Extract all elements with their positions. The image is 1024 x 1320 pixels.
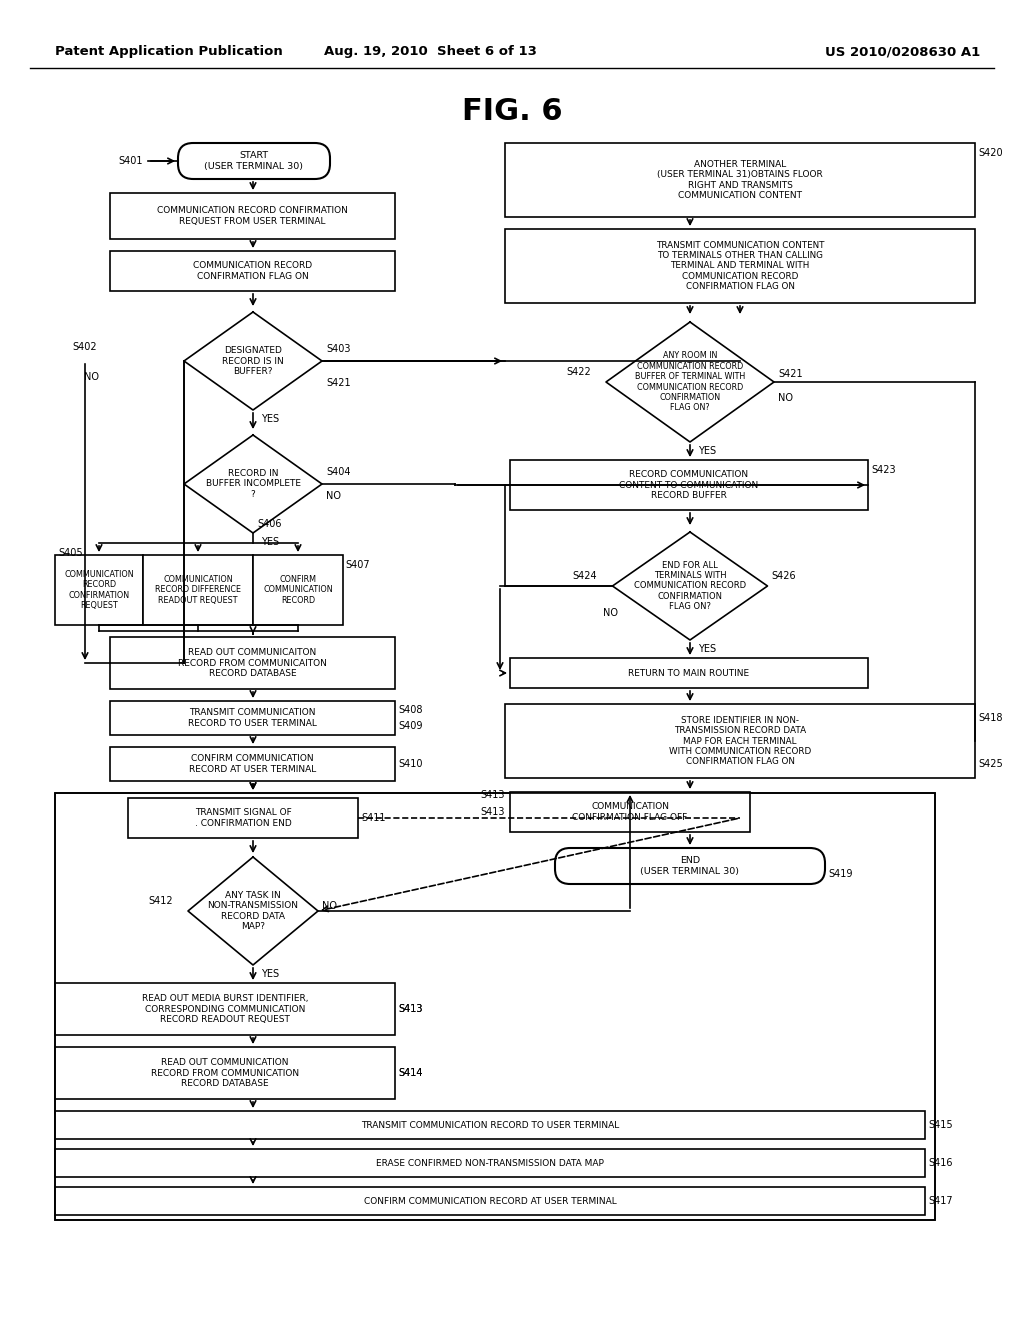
Text: S412: S412 (148, 896, 173, 906)
Text: TRANSMIT COMMUNICATION RECORD TO USER TERMINAL: TRANSMIT COMMUNICATION RECORD TO USER TE… (360, 1121, 620, 1130)
Text: TRANSMIT COMMUNICATION
RECORD TO USER TERMINAL: TRANSMIT COMMUNICATION RECORD TO USER TE… (188, 709, 317, 727)
Text: S413: S413 (398, 1005, 423, 1014)
Bar (110, 701, 395, 735)
Text: ANY ROOM IN
COMMUNICATION RECORD
BUFFER OF TERMINAL WITH
COMMUNICATION RECORD
CO: ANY ROOM IN COMMUNICATION RECORD BUFFER … (635, 351, 745, 412)
Text: READ OUT MEDIA BURST IDENTIFIER,
CORRESPONDING COMMUNICATION
RECORD READOUT REQU: READ OUT MEDIA BURST IDENTIFIER, CORRESP… (141, 994, 308, 1024)
Bar (55, 793, 935, 1220)
Text: S421: S421 (778, 370, 803, 379)
Bar (55, 1187, 925, 1214)
Text: S421: S421 (326, 378, 350, 388)
Text: Patent Application Publication: Patent Application Publication (55, 45, 283, 58)
Bar (110, 638, 395, 689)
Text: START
(USER TERMINAL 30): START (USER TERMINAL 30) (205, 152, 303, 170)
Text: NO: NO (326, 491, 341, 502)
Text: TRANSMIT COMMUNICATION CONTENT
TO TERMINALS OTHER THAN CALLING
TERMINAL AND TERM: TRANSMIT COMMUNICATION CONTENT TO TERMIN… (655, 240, 824, 292)
Text: STORE IDENTIFIER IN NON-
TRANSMISSION RECORD DATA
MAP FOR EACH TERMINAL
WITH COM: STORE IDENTIFIER IN NON- TRANSMISSION RE… (669, 715, 811, 767)
Text: S417: S417 (928, 1196, 952, 1206)
Text: NO: NO (84, 372, 99, 381)
Text: RECORD IN
BUFFER INCOMPLETE
?: RECORD IN BUFFER INCOMPLETE ? (206, 469, 300, 499)
Bar (110, 747, 395, 781)
Text: YES: YES (261, 537, 280, 546)
Text: S411: S411 (361, 813, 385, 822)
Text: TRANSMIT SIGNAL OF
. CONFIRMATION END: TRANSMIT SIGNAL OF . CONFIRMATION END (195, 808, 292, 828)
Bar (510, 459, 868, 510)
Text: END
(USER TERMINAL 30): END (USER TERMINAL 30) (640, 857, 739, 875)
FancyBboxPatch shape (178, 143, 330, 180)
Bar (55, 1111, 925, 1139)
Text: S413: S413 (480, 789, 505, 800)
Text: NO: NO (322, 902, 337, 911)
Bar (505, 228, 975, 304)
Text: ANOTHER TERMINAL
(USER TERMINAL 31)OBTAINS FLOOR
RIGHT AND TRANSMITS
COMMUNICATI: ANOTHER TERMINAL (USER TERMINAL 31)OBTAI… (657, 160, 823, 201)
Bar (110, 251, 395, 290)
Text: S413: S413 (480, 807, 505, 817)
Bar (143, 554, 253, 624)
Text: END FOR ALL
TERMINALS WITH
COMMUNICATION RECORD
CONFIRMATION
FLAG ON?: END FOR ALL TERMINALS WITH COMMUNICATION… (634, 561, 746, 611)
Text: US 2010/0208630 A1: US 2010/0208630 A1 (824, 45, 980, 58)
Text: S407: S407 (345, 560, 370, 570)
Text: S416: S416 (928, 1158, 952, 1168)
Text: S422: S422 (566, 367, 591, 378)
Text: FIG. 6: FIG. 6 (462, 98, 562, 127)
Bar (110, 193, 395, 239)
Bar (55, 1047, 395, 1100)
Bar (505, 704, 975, 777)
Text: CONFIRM
COMMUNICATION
RECORD: CONFIRM COMMUNICATION RECORD (263, 576, 333, 605)
Text: COMMUNICATION
CONFIRMATION FLAG OFF: COMMUNICATION CONFIRMATION FLAG OFF (572, 803, 688, 821)
Text: S410: S410 (398, 759, 423, 770)
Text: S406: S406 (257, 519, 282, 529)
Text: COMMUNICATION RECORD CONFIRMATION
REQUEST FROM USER TERMINAL: COMMUNICATION RECORD CONFIRMATION REQUES… (157, 206, 348, 226)
Text: S408: S408 (398, 705, 423, 715)
Text: COMMUNICATION
RECORD
CONFIRMATION
REQUEST: COMMUNICATION RECORD CONFIRMATION REQUES… (65, 570, 134, 610)
Text: ERASE CONFIRMED NON-TRANSMISSION DATA MAP: ERASE CONFIRMED NON-TRANSMISSION DATA MA… (376, 1159, 604, 1167)
Text: S403: S403 (326, 345, 350, 354)
Text: YES: YES (261, 969, 280, 979)
FancyBboxPatch shape (555, 847, 825, 884)
Text: S415: S415 (928, 1119, 952, 1130)
Bar (55, 1148, 925, 1177)
Text: CONFIRM COMMUNICATION
RECORD AT USER TERMINAL: CONFIRM COMMUNICATION RECORD AT USER TER… (188, 754, 316, 774)
Text: S405: S405 (58, 548, 83, 558)
Bar (55, 793, 935, 1220)
Bar (510, 792, 750, 832)
Text: READ OUT COMMUNICATION
RECORD FROM COMMUNICATION
RECORD DATABASE: READ OUT COMMUNICATION RECORD FROM COMMU… (151, 1059, 299, 1088)
Text: YES: YES (698, 446, 716, 455)
Bar (510, 657, 868, 688)
Text: S414: S414 (398, 1068, 423, 1078)
Text: S419: S419 (828, 869, 853, 879)
Text: COMMUNICATION RECORD
CONFIRMATION FLAG ON: COMMUNICATION RECORD CONFIRMATION FLAG O… (193, 261, 312, 281)
Text: S424: S424 (572, 572, 597, 581)
Text: S423: S423 (871, 465, 896, 475)
Bar (55, 983, 395, 1035)
Text: S413: S413 (398, 1005, 423, 1014)
Text: S418: S418 (978, 713, 1002, 723)
Text: NO: NO (602, 609, 617, 618)
Text: COMMUNICATION
RECORD DIFFERENCE
READOUT REQUEST: COMMUNICATION RECORD DIFFERENCE READOUT … (155, 576, 241, 605)
Text: DESIGNATED
RECORD IS IN
BUFFER?: DESIGNATED RECORD IS IN BUFFER? (222, 346, 284, 376)
Text: S409: S409 (398, 721, 423, 731)
Bar (55, 554, 143, 624)
Text: READ OUT COMMUNICAITON
RECORD FROM COMMUNICAITON
RECORD DATABASE: READ OUT COMMUNICAITON RECORD FROM COMMU… (178, 648, 327, 678)
Text: S420: S420 (978, 148, 1002, 158)
Text: RECORD COMMUNICATION
CONTENT TO COMMUNICATION
RECORD BUFFER: RECORD COMMUNICATION CONTENT TO COMMUNIC… (620, 470, 759, 500)
Text: RETURN TO MAIN ROUTINE: RETURN TO MAIN ROUTINE (629, 668, 750, 677)
Text: S402: S402 (72, 342, 96, 352)
Bar (505, 143, 975, 216)
Text: CONFIRM COMMUNICATION RECORD AT USER TERMINAL: CONFIRM COMMUNICATION RECORD AT USER TER… (364, 1196, 616, 1205)
Text: YES: YES (261, 414, 280, 424)
Text: S401: S401 (118, 156, 142, 166)
Text: ANY TASK IN
NON-TRANSMISSION
RECORD DATA
MAP?: ANY TASK IN NON-TRANSMISSION RECORD DATA… (208, 891, 299, 931)
Bar (128, 799, 358, 838)
Text: YES: YES (698, 644, 716, 653)
Text: S425: S425 (978, 759, 1002, 770)
Bar (253, 554, 343, 624)
Text: S426: S426 (771, 572, 796, 581)
Text: S404: S404 (326, 467, 350, 477)
Text: NO: NO (778, 393, 793, 403)
Text: S414: S414 (398, 1068, 423, 1078)
Text: Aug. 19, 2010  Sheet 6 of 13: Aug. 19, 2010 Sheet 6 of 13 (324, 45, 537, 58)
